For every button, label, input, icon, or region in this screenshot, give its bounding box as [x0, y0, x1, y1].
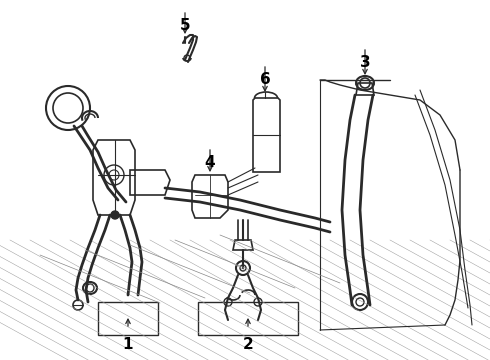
Text: 1: 1	[123, 337, 133, 352]
Circle shape	[111, 211, 119, 219]
Text: 6: 6	[260, 72, 270, 87]
Text: 4: 4	[205, 155, 215, 170]
Text: 2: 2	[243, 337, 253, 352]
Bar	[198, 302, 298, 335]
Text: 3: 3	[360, 55, 370, 70]
Bar	[98, 302, 158, 335]
Text: 5: 5	[180, 18, 190, 33]
